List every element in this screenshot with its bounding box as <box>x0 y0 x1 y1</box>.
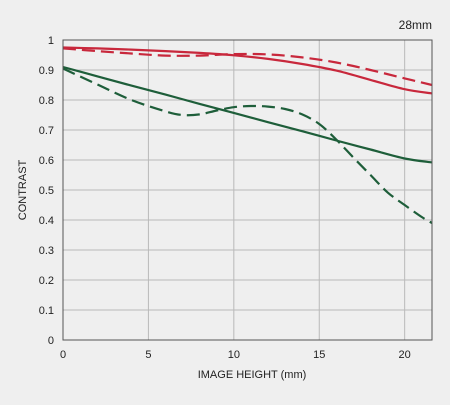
chart-title: 28mm <box>399 18 432 32</box>
x-tick-label: 10 <box>228 349 240 361</box>
series-line-3 <box>62 65 433 164</box>
x-tick-label: 15 <box>313 349 325 361</box>
y-tick-label: 0.8 <box>39 95 54 107</box>
tick-labels: 0 5 10 15 20 0 0.1 0.2 0.3 0.4 0.5 0.6 0.7 0.8 0.9 1 <box>39 35 411 361</box>
y-tick-label: 0.5 <box>39 185 54 197</box>
x-tick-label: 0 <box>60 349 66 361</box>
y-tick-label: 0.4 <box>39 215 54 227</box>
series-line-1 <box>62 46 433 95</box>
series-line-2 <box>62 47 433 87</box>
y-tick-label: 0.9 <box>39 65 54 77</box>
y-tick-label: 0.3 <box>39 245 54 257</box>
series-line-4 <box>62 67 433 224</box>
plot-frame <box>62 39 433 341</box>
x-tick-label: 5 <box>145 349 151 361</box>
x-axis-label: IMAGE HEIGHT (mm) <box>198 369 307 381</box>
y-tick-label: 1 <box>48 35 54 47</box>
y-axis-label: CONTRAST <box>17 159 29 220</box>
y-tick-label: 0 <box>48 335 54 347</box>
grid <box>63 40 432 340</box>
series-group <box>62 46 433 224</box>
y-tick-label: 0.2 <box>39 275 54 287</box>
y-tick-label: 0.6 <box>39 155 54 167</box>
x-tick-label: 20 <box>399 349 411 361</box>
y-tick-label: 0.1 <box>39 305 54 317</box>
y-tick-label: 0.7 <box>39 125 54 137</box>
